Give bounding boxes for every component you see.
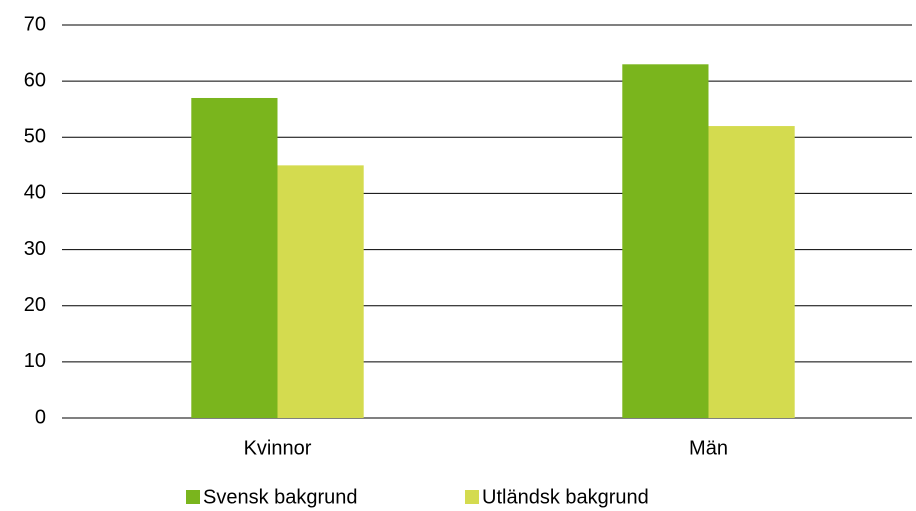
- bar: [277, 165, 364, 418]
- y-tick-label: 40: [24, 182, 46, 204]
- y-tick-label: 50: [24, 126, 46, 148]
- y-tick-label: 60: [24, 69, 46, 91]
- legend-label: Utländsk bakgrund: [482, 486, 649, 508]
- y-tick-label: 70: [24, 13, 46, 35]
- y-tick-label: 10: [24, 350, 46, 372]
- x-tick-label: Män: [689, 437, 728, 459]
- y-tick-label: 20: [24, 294, 46, 316]
- y-tick-label: 30: [24, 238, 46, 260]
- y-tick-label: 0: [35, 406, 46, 428]
- bar: [622, 64, 709, 419]
- bar: [191, 97, 278, 418]
- x-tick-label: Kvinnor: [244, 437, 312, 459]
- legend-label: Svensk bakgrund: [203, 486, 358, 508]
- bar: [708, 126, 795, 419]
- legend-swatch: [465, 490, 479, 504]
- legend-swatch: [186, 490, 200, 504]
